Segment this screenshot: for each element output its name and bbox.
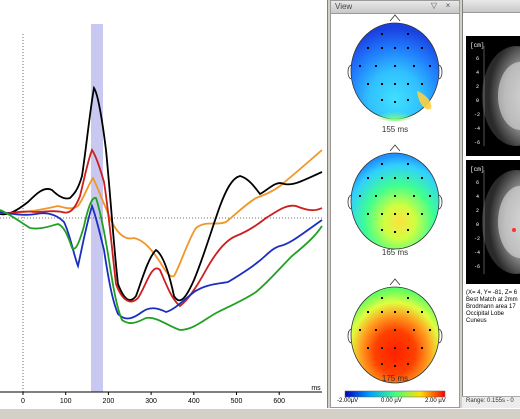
waveform-blue[interactable]: [0, 203, 323, 320]
x-tick-label-500: 500: [231, 398, 243, 405]
svg-text:4: 4: [476, 194, 479, 200]
topomap-head-2[interactable]: [347, 144, 443, 250]
colorbar-mid-label: 0.00 µV: [381, 398, 402, 404]
svg-text:0: 0: [476, 222, 479, 228]
status-bar: [0, 408, 520, 419]
svg-text:-2: -2: [474, 112, 480, 118]
mri-slice-bottom[interactable]: 6 4 2 0 -2 -4 -6: [466, 160, 520, 284]
svg-text:-2: -2: [474, 236, 480, 242]
mri-unit-bottom: [cm]: [470, 166, 485, 173]
topomap-titlebar[interactable]: View ▽ ×: [331, 1, 459, 14]
svg-text:0: 0: [476, 98, 479, 104]
range-text: Range: 0.155s - 0: [466, 398, 514, 404]
x-tick-label-600: 600: [273, 398, 285, 405]
x-tick-label-200: 200: [103, 398, 115, 405]
pin-icon[interactable]: ▽: [430, 1, 438, 10]
svg-text:-6: -6: [474, 140, 480, 146]
time-highlight-band[interactable]: [91, 24, 103, 392]
mri-titlebar[interactable]: [463, 0, 520, 13]
svg-text:2: 2: [476, 84, 479, 90]
svg-text:4: 4: [476, 70, 479, 76]
x-tick-label-400: 400: [188, 398, 200, 405]
mri-lobe: Occipital Lobe: [466, 311, 505, 317]
topomap-head-1[interactable]: [347, 14, 443, 121]
svg-text:-4: -4: [474, 250, 480, 256]
svg-text:-6: -6: [474, 264, 480, 270]
waveform-panel[interactable]: 0 100 200 300 400 500 600 ms: [0, 0, 328, 408]
mri-gyrus: Cuneus: [466, 318, 487, 324]
waveform-orange[interactable]: [0, 149, 323, 278]
waveform-green[interactable]: [0, 196, 323, 331]
colorbar-max-label: 2.00 µV: [425, 398, 446, 404]
topomap-label-2: 165 ms: [381, 248, 409, 257]
mri-coordinates: (X= 4, Y= -81, Z= 6: [466, 290, 518, 296]
svg-text:-4: -4: [474, 126, 480, 132]
mri-image-bottom: 6 4 2 0 -2 -4 -6: [474, 170, 520, 274]
topomap-panel[interactable]: View ▽ ×: [330, 0, 460, 408]
mri-slice-top[interactable]: 6 4 2 0 -2 -4 -6: [466, 36, 520, 156]
colorbar: [344, 390, 446, 398]
mri-unit-top: [cm]: [470, 42, 485, 49]
x-tick-label-300: 300: [145, 398, 157, 405]
close-icon[interactable]: ×: [445, 1, 451, 10]
topomap-label-3: 175 ms: [381, 374, 409, 383]
svg-text:6: 6: [476, 180, 479, 186]
waveform-black[interactable]: [0, 85, 323, 302]
x-ticks: 0 100 200 300 400 500 600 ms: [21, 385, 321, 405]
x-tick-label-100: 100: [60, 398, 72, 405]
waveform-red[interactable]: [0, 148, 323, 308]
waveform-plot[interactable]: 0 100 200 300 400 500 600 ms: [0, 0, 328, 408]
x-axis-unit: ms: [311, 385, 321, 392]
colorbar-min-label: -2.00µV: [337, 398, 359, 404]
range-bar: Range: 0.155s - 0: [462, 396, 520, 409]
topomap-title: View: [335, 2, 353, 11]
topomap-label-1: 155 ms: [381, 125, 409, 134]
mri-best-match: Best Match at 2mm: [466, 297, 518, 303]
x-tick-label-0: 0: [21, 398, 25, 405]
mri-brodmann-area: Brodmann area 17: [466, 304, 516, 310]
svg-text:6: 6: [476, 56, 479, 62]
svg-text:2: 2: [476, 208, 479, 214]
topomap-head-3[interactable]: [347, 278, 443, 384]
mri-image-top: 6 4 2 0 -2 -4 -6: [474, 46, 520, 146]
topomap-graphics: [344, 14, 446, 398]
mri-info-text: (X= 4, Y= -81, Z= 6 Best Match at 2mm Br…: [466, 290, 518, 325]
